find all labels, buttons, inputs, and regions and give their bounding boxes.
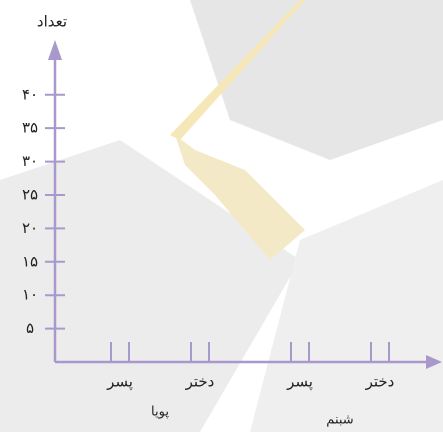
y-tick-label: ۳۵	[22, 119, 38, 137]
y-tick-label: ۳۰	[22, 152, 38, 170]
group-label: پویا	[151, 405, 169, 420]
x-tick-label: دختر	[185, 373, 215, 391]
x-tick-label: دختر	[365, 373, 395, 391]
group-label: شبنم	[326, 413, 353, 428]
y-tick-label: ۲۵	[22, 185, 38, 203]
y-axis-arrow	[48, 40, 62, 60]
y-tick-label: ۴۰	[22, 85, 38, 103]
x-tick-label: پسر	[286, 373, 313, 392]
y-tick-label: ۵	[26, 319, 34, 337]
x-tick-label: پسر	[106, 373, 133, 392]
x-axis-arrow	[426, 355, 442, 369]
y-tick-label: ۱۵	[22, 252, 38, 270]
y-tick-label: ۲۰	[22, 219, 38, 237]
y-axis-label: تعداد	[37, 13, 67, 31]
y-tick-label: ۱۰	[22, 286, 38, 304]
